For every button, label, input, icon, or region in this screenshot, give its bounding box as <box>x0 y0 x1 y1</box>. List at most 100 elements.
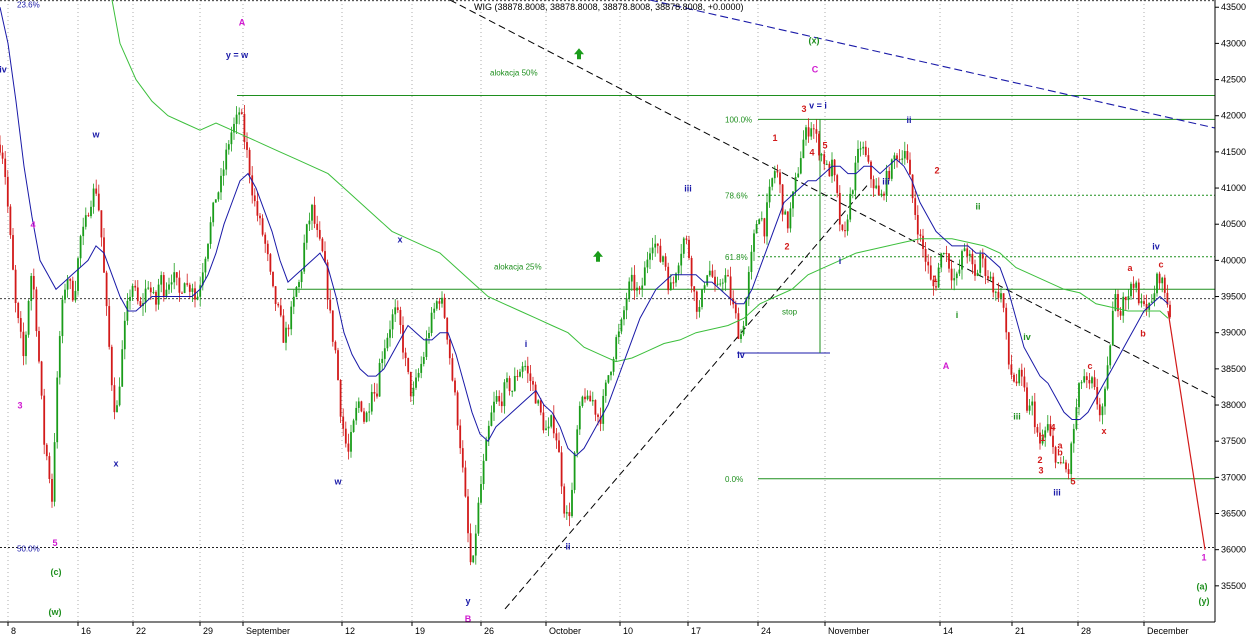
candle-body <box>360 401 363 412</box>
candle-body <box>1020 369 1023 377</box>
candle-body <box>474 533 477 556</box>
candle-body <box>932 279 935 287</box>
candle-body <box>909 159 911 175</box>
candle-body <box>415 377 417 388</box>
candle-body <box>1044 430 1047 438</box>
candle-body <box>279 305 282 316</box>
candle-body <box>620 319 623 332</box>
candle-body <box>6 177 9 207</box>
candle-body <box>259 215 261 219</box>
candle-body <box>103 237 105 273</box>
candle-body <box>175 272 178 278</box>
candle-body <box>266 243 269 255</box>
candle-body <box>547 426 550 429</box>
candle-body <box>261 218 264 235</box>
candle-body <box>1054 447 1057 463</box>
candle-body <box>27 301 30 335</box>
candle-body <box>708 270 711 276</box>
wave-label: a <box>1127 263 1133 273</box>
candle-body <box>890 159 893 179</box>
wave-label: (c) <box>51 567 62 577</box>
candle-body <box>1023 376 1026 388</box>
wave-label: y = w <box>226 50 249 60</box>
candle-body <box>773 171 776 179</box>
candle-body <box>318 229 321 239</box>
candle-body <box>688 239 690 258</box>
candle-body <box>9 206 12 236</box>
wave-label: ii <box>565 542 570 552</box>
candle-body <box>888 170 891 179</box>
candle-body <box>394 307 397 315</box>
candle-body <box>685 238 688 240</box>
candle-body <box>428 332 430 339</box>
candle-body <box>721 282 724 284</box>
date-tick-label: November <box>828 626 870 636</box>
candle-body <box>152 291 155 293</box>
candle-body <box>204 258 207 273</box>
candle-body <box>355 407 358 421</box>
candle-body <box>71 280 74 301</box>
wave-label: 3 <box>17 401 22 411</box>
price-tick-label: 41500 <box>1221 147 1246 157</box>
candle-body <box>989 276 992 279</box>
candle-body <box>1091 377 1093 384</box>
date-tick-label: 19 <box>415 626 425 636</box>
candle-body <box>14 269 17 304</box>
candle-body <box>872 179 875 189</box>
candle-body <box>703 285 706 290</box>
candle-body <box>677 265 680 274</box>
candle-body <box>331 310 334 342</box>
candle-body <box>1137 282 1140 304</box>
candle-body <box>334 341 337 351</box>
candle-body <box>558 440 560 453</box>
candle-body <box>1010 364 1013 375</box>
plot-background <box>0 0 1215 622</box>
candle-body <box>1059 462 1062 464</box>
candle-body <box>1046 424 1049 431</box>
wave-label: a <box>1057 440 1063 450</box>
candle-body <box>482 460 485 485</box>
candle-body <box>823 154 826 164</box>
candle-body <box>794 177 797 192</box>
candle-body <box>760 218 763 220</box>
candle-body <box>992 276 995 293</box>
price-candles <box>0 105 1171 566</box>
candle-body <box>251 175 254 196</box>
price-tick-label: 38500 <box>1221 364 1246 374</box>
candle-body <box>238 112 241 115</box>
candle-body <box>207 243 209 259</box>
candle-body <box>857 148 859 163</box>
candle-body <box>417 372 420 378</box>
candle-body <box>916 214 919 235</box>
price-tick-label: 37500 <box>1221 436 1246 446</box>
candle-body <box>469 533 472 563</box>
fib-label: 0.0% <box>725 475 743 484</box>
candle-body <box>1088 379 1091 384</box>
trend-line-black-down <box>449 0 1216 399</box>
candle-body <box>1083 376 1086 383</box>
candle-body <box>90 206 92 217</box>
candle-body <box>1013 374 1015 382</box>
candle-body <box>477 502 480 534</box>
candle-body <box>1026 387 1028 411</box>
candle-body <box>1057 462 1060 464</box>
price-tick-label: 36000 <box>1221 545 1246 555</box>
candle-body <box>734 304 737 314</box>
candle-body <box>698 306 701 312</box>
candle-body <box>212 202 215 223</box>
candle-body <box>1130 283 1132 297</box>
candle-body <box>25 334 27 357</box>
candle-body <box>680 253 683 266</box>
candle-body <box>35 289 38 332</box>
candle-body <box>84 215 87 227</box>
candle-body <box>968 253 971 256</box>
candle-body <box>97 193 100 211</box>
candle-body <box>747 271 750 298</box>
candle-body <box>1018 369 1021 384</box>
candle-body <box>1163 277 1166 293</box>
candle-body <box>1158 273 1161 284</box>
date-axis-panel <box>0 622 1250 636</box>
dashed-level-label: 23.6% <box>17 1 40 10</box>
wave-label: iv <box>1152 242 1160 252</box>
candle-body <box>979 253 982 273</box>
